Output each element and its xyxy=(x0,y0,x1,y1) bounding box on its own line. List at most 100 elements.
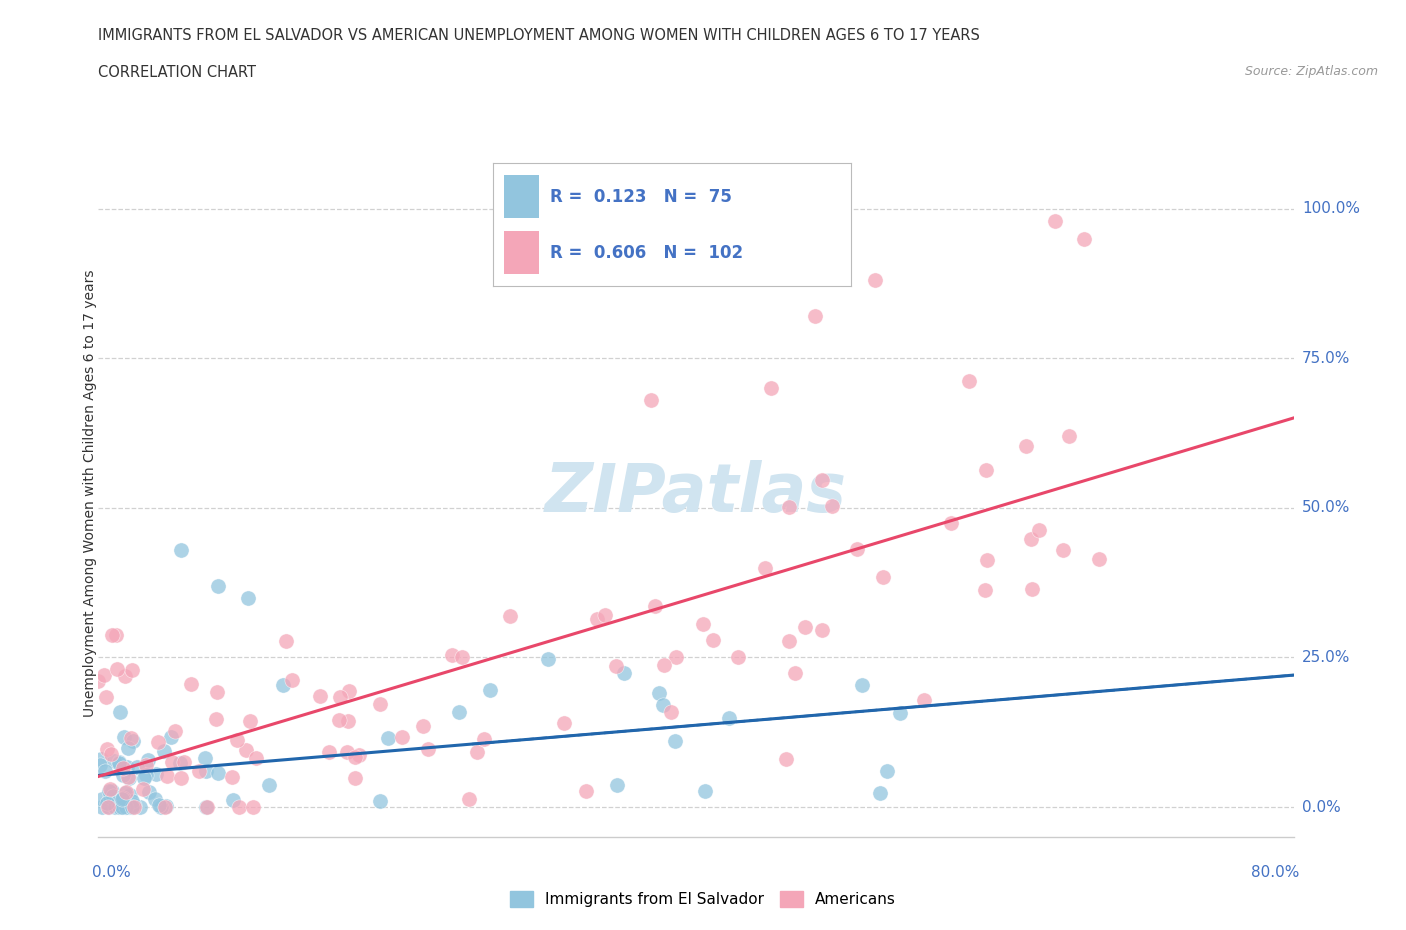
Point xyxy=(281,672,304,687)
Point xyxy=(804,309,827,324)
Point xyxy=(93,667,115,682)
Point xyxy=(328,713,350,728)
Point xyxy=(111,791,134,806)
Point xyxy=(228,800,250,815)
Point xyxy=(170,770,193,785)
Point xyxy=(120,731,142,746)
Point xyxy=(205,711,228,726)
Point xyxy=(122,800,145,815)
Point xyxy=(811,472,834,487)
Point xyxy=(114,669,136,684)
Point xyxy=(111,790,134,805)
Point xyxy=(94,764,117,778)
Point xyxy=(648,685,671,700)
Point xyxy=(207,765,229,780)
Point xyxy=(605,658,627,673)
Point xyxy=(1052,542,1074,557)
Point xyxy=(595,608,617,623)
Point xyxy=(872,569,894,584)
Point xyxy=(451,649,474,664)
Point xyxy=(391,729,413,744)
Point xyxy=(195,764,218,778)
Point xyxy=(121,800,143,815)
Point xyxy=(89,757,111,772)
Point xyxy=(1073,232,1095,246)
Point xyxy=(242,800,264,815)
Point xyxy=(94,689,117,704)
Point xyxy=(115,800,138,815)
Point xyxy=(499,609,522,624)
Point xyxy=(153,744,176,759)
Text: 25.0%: 25.0% xyxy=(1302,650,1350,665)
Point xyxy=(173,754,195,769)
Y-axis label: Unemployment Among Women with Children Ages 6 to 17 years: Unemployment Among Women with Children A… xyxy=(83,269,97,717)
Point xyxy=(91,800,114,815)
Point xyxy=(236,591,259,605)
Point xyxy=(537,652,560,667)
Point xyxy=(1028,523,1050,538)
Point xyxy=(775,751,797,766)
Point xyxy=(659,705,682,720)
Text: 50.0%: 50.0% xyxy=(1302,500,1350,515)
Point xyxy=(336,714,359,729)
Point xyxy=(640,392,662,407)
Point xyxy=(440,647,463,662)
Point xyxy=(101,628,124,643)
Point xyxy=(97,800,120,815)
Point xyxy=(112,729,135,744)
Point xyxy=(274,633,297,648)
Point xyxy=(821,498,844,513)
Point xyxy=(418,741,440,756)
Point xyxy=(693,784,716,799)
Point xyxy=(98,781,121,796)
Point xyxy=(114,786,136,801)
Text: 100.0%: 100.0% xyxy=(1302,201,1360,216)
Point xyxy=(465,745,488,760)
Point xyxy=(336,745,359,760)
Point xyxy=(103,753,125,768)
Point xyxy=(104,800,127,815)
Point xyxy=(1019,532,1042,547)
Point xyxy=(889,706,911,721)
Point xyxy=(138,785,160,800)
Point xyxy=(108,800,131,815)
Point xyxy=(207,578,229,593)
Point xyxy=(108,705,131,720)
Point xyxy=(194,800,217,815)
Point xyxy=(148,798,170,813)
Point xyxy=(941,515,963,530)
Point xyxy=(118,788,141,803)
Point xyxy=(162,755,184,770)
Point xyxy=(100,746,122,761)
Point xyxy=(644,598,666,613)
Point xyxy=(692,617,714,631)
Point xyxy=(329,690,352,705)
Point xyxy=(180,676,202,691)
Point xyxy=(96,742,118,757)
Point xyxy=(156,768,179,783)
Point xyxy=(318,745,340,760)
Point xyxy=(472,732,495,747)
Point xyxy=(869,786,891,801)
Point xyxy=(976,552,998,567)
Point xyxy=(132,770,155,785)
Point xyxy=(1057,429,1080,444)
Point xyxy=(851,677,873,692)
Point xyxy=(575,783,598,798)
Point xyxy=(759,380,782,395)
Point xyxy=(169,542,191,557)
Point xyxy=(114,800,136,815)
Point xyxy=(96,796,118,811)
Point xyxy=(98,790,121,804)
Point xyxy=(1021,581,1043,596)
Point xyxy=(90,751,112,766)
Point xyxy=(754,561,776,576)
Point xyxy=(785,666,807,681)
Point xyxy=(245,751,267,765)
Point xyxy=(845,541,868,556)
Point xyxy=(652,658,675,672)
Point xyxy=(128,800,150,815)
Point xyxy=(111,761,134,776)
Point xyxy=(702,632,724,647)
Text: IMMIGRANTS FROM EL SALVADOR VS AMERICAN UNEMPLOYMENT AMONG WOMEN WITH CHILDREN A: IMMIGRANTS FROM EL SALVADOR VS AMERICAN … xyxy=(98,28,980,43)
